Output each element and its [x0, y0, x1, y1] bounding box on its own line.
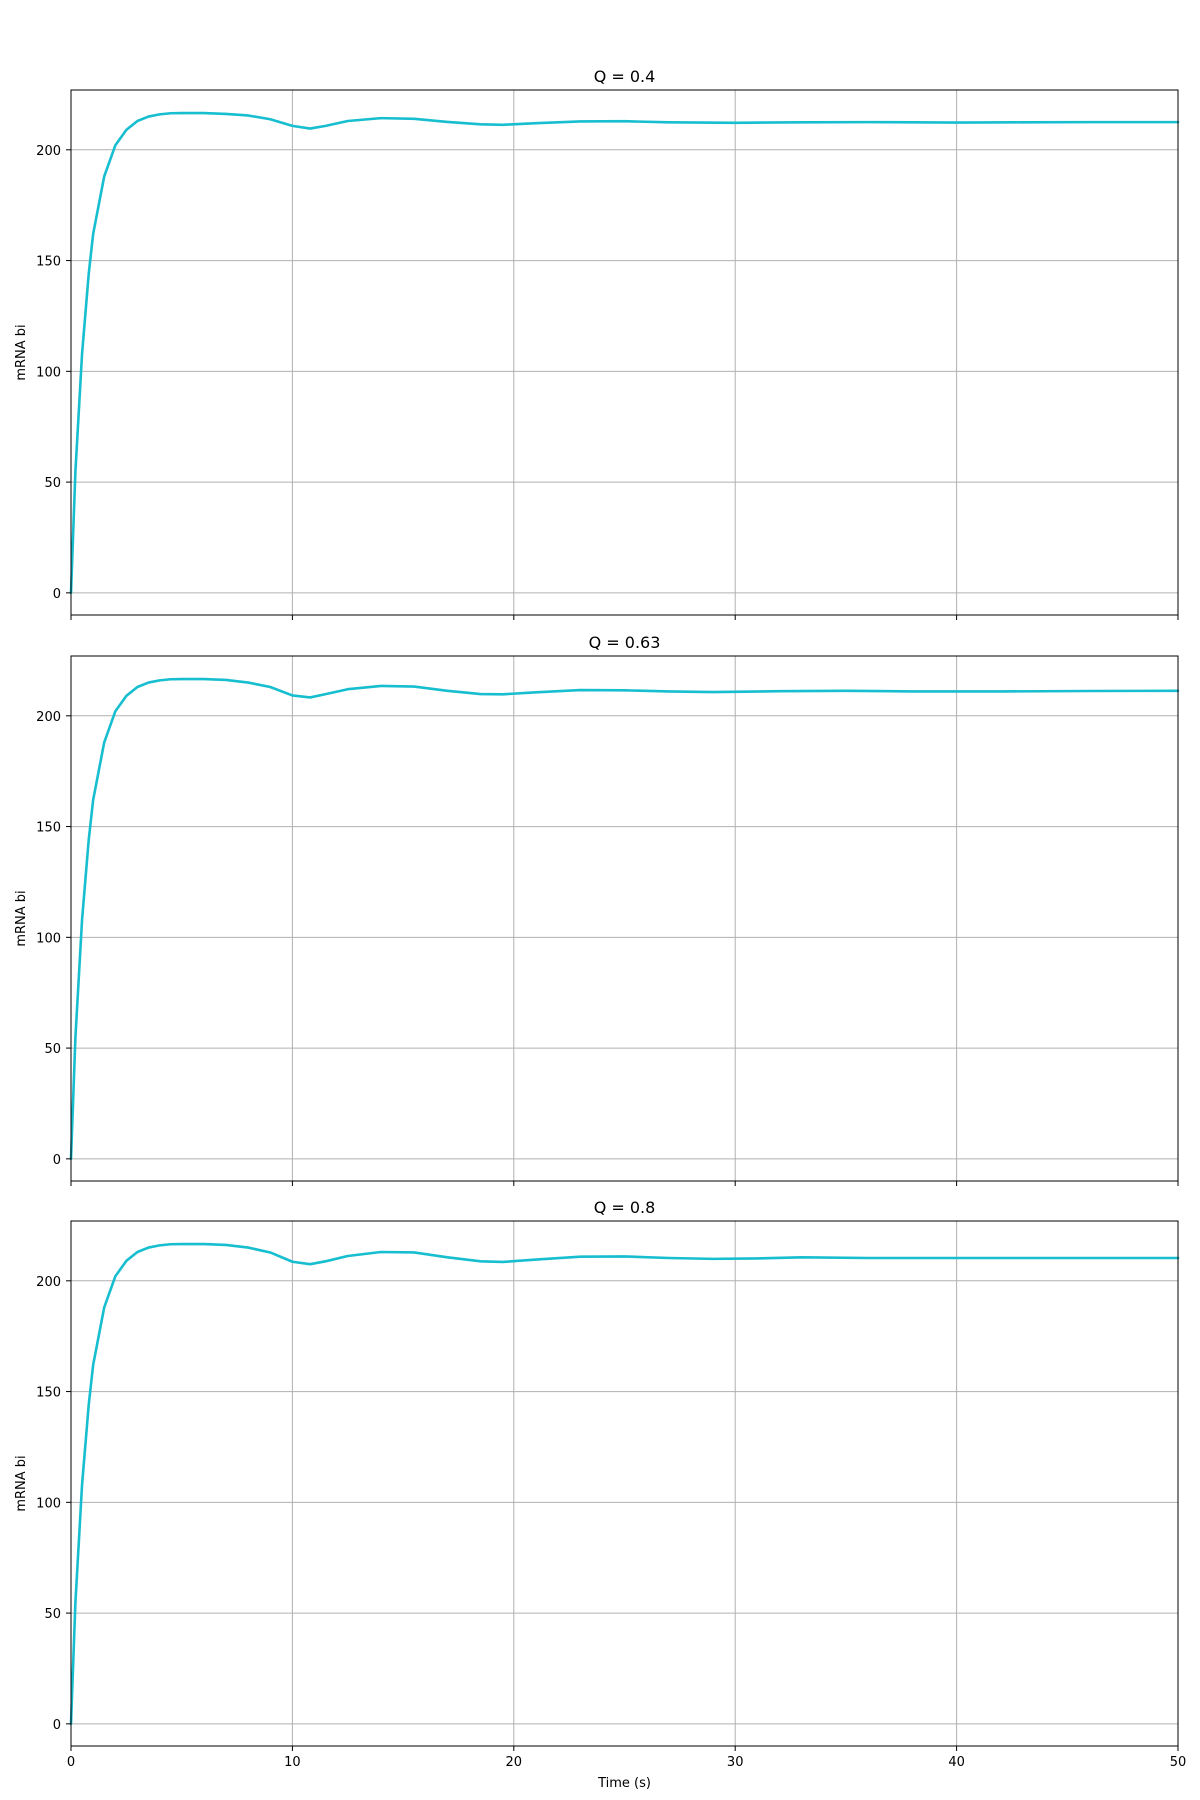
subplot-3: 0 10 20 30 40 50 0 50 100 150 200 Q = 0.8 mRNA bi Tim… [14, 1198, 1186, 1791]
y-tick-label: 50 [44, 476, 61, 491]
y-axis-label: mRNA bi [14, 324, 29, 380]
y-tick-label: 100 [36, 931, 61, 946]
y-tick-label: 100 [36, 365, 61, 380]
y-tick-label: 0 [53, 1153, 61, 1168]
y-tick-label: 0 [53, 1718, 61, 1733]
y-tick-label: 50 [44, 1042, 61, 1057]
y-axis-label: mRNA bi [14, 890, 29, 946]
y-tick-label: 200 [36, 710, 61, 725]
plot-frame [70, 89, 1179, 616]
x-tick-label: 10 [284, 1755, 301, 1770]
y-tick-label: 0 [53, 587, 61, 602]
y-tick-label: 200 [36, 1275, 61, 1290]
plot-frame [70, 1220, 1179, 1747]
y-tick-label: 50 [44, 1607, 61, 1622]
y-tick-label: 200 [36, 144, 61, 159]
chart-title: Q = 0.4 [594, 67, 656, 86]
subplot-1: 0 50 100 150 200 Q = 0.4 mRNA bi [14, 67, 1180, 620]
y-axis-label: mRNA bi [14, 1455, 29, 1511]
y-tick-label: 150 [36, 1386, 61, 1401]
series-line [69, 677, 1180, 1161]
y-tick-label: 100 [36, 1496, 61, 1511]
plot-frame [70, 655, 1179, 1182]
x-tick-label: 20 [506, 1755, 523, 1770]
series-line [69, 1242, 1180, 1726]
subplot-2: 0 50 100 150 200 Q = 0.63 mRNA bi [14, 633, 1180, 1186]
x-tick-label: 0 [67, 1755, 75, 1770]
x-tick-label: 30 [727, 1755, 744, 1770]
x-tick-label: 50 [1170, 1755, 1187, 1770]
y-tick-label: 150 [36, 255, 61, 270]
x-axis-label: Time (s) [597, 1776, 651, 1791]
x-tick-label: 40 [948, 1755, 965, 1770]
y-tick-label: 150 [36, 821, 61, 836]
series-line [69, 111, 1180, 595]
chart-title: Q = 0.63 [589, 633, 661, 652]
chart-title: Q = 0.8 [594, 1198, 656, 1217]
